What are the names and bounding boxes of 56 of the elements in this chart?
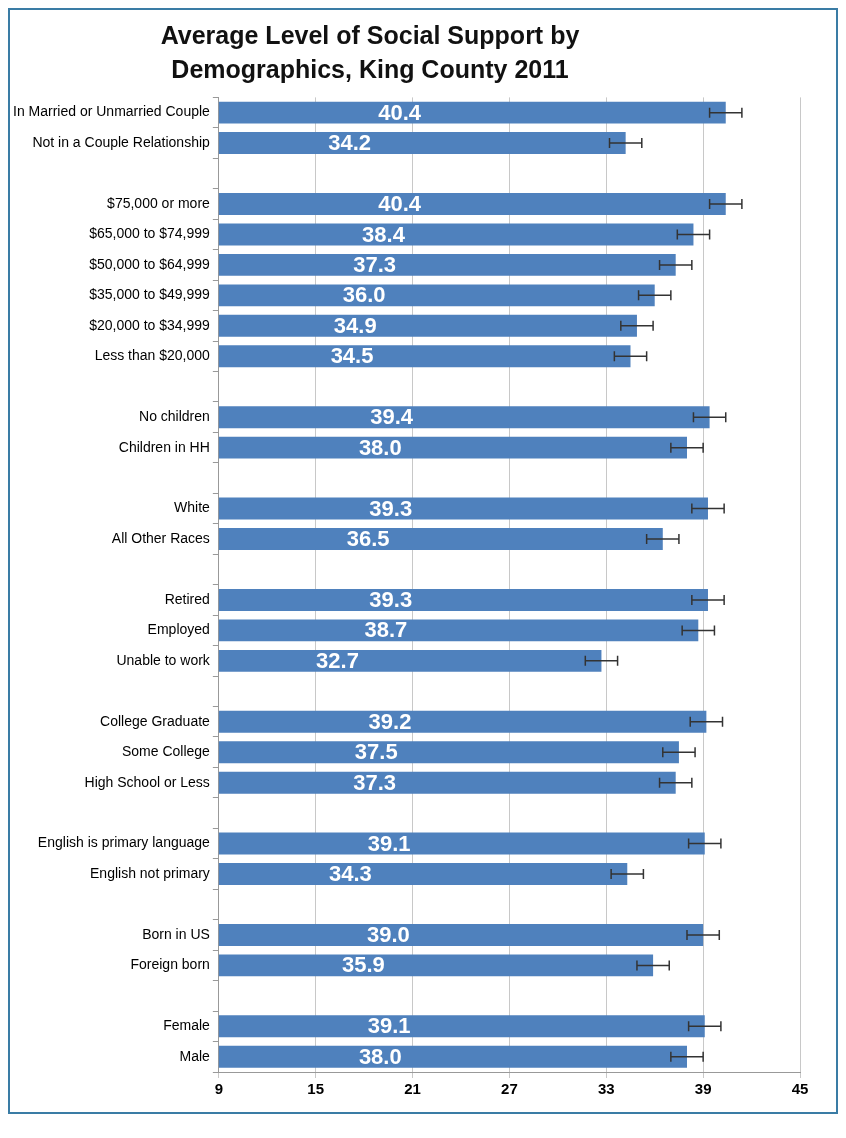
data-label: 36.5 xyxy=(346,526,390,552)
x-tick-label: 33 xyxy=(597,1080,615,1098)
data-label: 39.3 xyxy=(369,495,413,521)
y-tick-label: Female xyxy=(163,1017,211,1034)
y-tick-label: Children in HH xyxy=(118,438,210,455)
y-tick-label: No children xyxy=(139,408,210,425)
chart-title: Average Level of Social Support by Demographics, King County 2011 xyxy=(159,20,581,85)
data-label: 38.4 xyxy=(362,221,406,247)
y-tick-label: Less than $20,000 xyxy=(94,347,211,364)
x-tick-label: 27 xyxy=(501,1080,518,1098)
y-tick-label: White xyxy=(174,499,211,516)
data-label: 37.5 xyxy=(354,739,398,765)
y-tick-label: High School or Less xyxy=(84,773,210,790)
data-label: 38.0 xyxy=(358,434,402,460)
y-tick-label: In Married or Unmarried Couple xyxy=(13,103,211,120)
x-tick-label: 39 xyxy=(694,1080,712,1098)
y-tick-label: $65,000 to $74,999 xyxy=(89,225,211,242)
data-label: 37.3 xyxy=(353,769,397,795)
y-tick-label: Born in US xyxy=(142,925,210,942)
data-label: 37.3 xyxy=(353,251,397,277)
data-label: 39.1 xyxy=(367,1013,411,1039)
y-tick-label: College Graduate xyxy=(100,712,211,729)
data-label: 32.7 xyxy=(316,647,359,673)
data-label: 36.0 xyxy=(342,282,386,308)
y-tick-label: Retired xyxy=(164,590,210,607)
x-tick-label: 9 xyxy=(214,1080,224,1098)
y-tick-label: Foreign born xyxy=(130,956,210,973)
data-label: 34.9 xyxy=(333,312,377,338)
y-tick-label: Some College xyxy=(121,743,211,760)
data-label: 34.2 xyxy=(328,130,372,156)
y-tick-label: All Other Races xyxy=(111,529,210,546)
x-tick-label: 15 xyxy=(307,1080,325,1098)
y-tick-label: Employed xyxy=(147,621,210,638)
y-tick-label: Male xyxy=(179,1047,211,1064)
y-tick-label: English not primary xyxy=(90,864,210,881)
data-label: 38.0 xyxy=(358,1043,402,1069)
data-label: 34.5 xyxy=(330,343,374,369)
data-label: 40.4 xyxy=(378,99,422,125)
data-label: 35.9 xyxy=(341,952,385,978)
x-tick-label: 45 xyxy=(791,1080,809,1098)
y-tick-label: $35,000 to $49,999 xyxy=(89,286,211,303)
y-tick-label: Unable to work xyxy=(116,651,211,668)
data-label: 39.0 xyxy=(366,922,410,948)
y-tick-label: $75,000 or more xyxy=(107,194,211,211)
y-tick-label: Not in a Couple Relationship xyxy=(32,133,211,150)
y-tick-label: $20,000 to $34,999 xyxy=(89,316,211,333)
data-label: 34.3 xyxy=(329,861,372,887)
x-tick-label: 21 xyxy=(404,1080,421,1098)
y-tick-label: English is primary language xyxy=(37,834,211,851)
data-label: 39.1 xyxy=(367,830,411,856)
data-label: 38.7 xyxy=(364,617,408,643)
data-label: 39.2 xyxy=(368,708,412,734)
data-label: 39.4 xyxy=(370,404,414,430)
y-tick-label: $50,000 to $64,999 xyxy=(89,255,211,272)
data-label: 40.4 xyxy=(378,191,422,217)
data-label: 39.3 xyxy=(369,586,413,612)
